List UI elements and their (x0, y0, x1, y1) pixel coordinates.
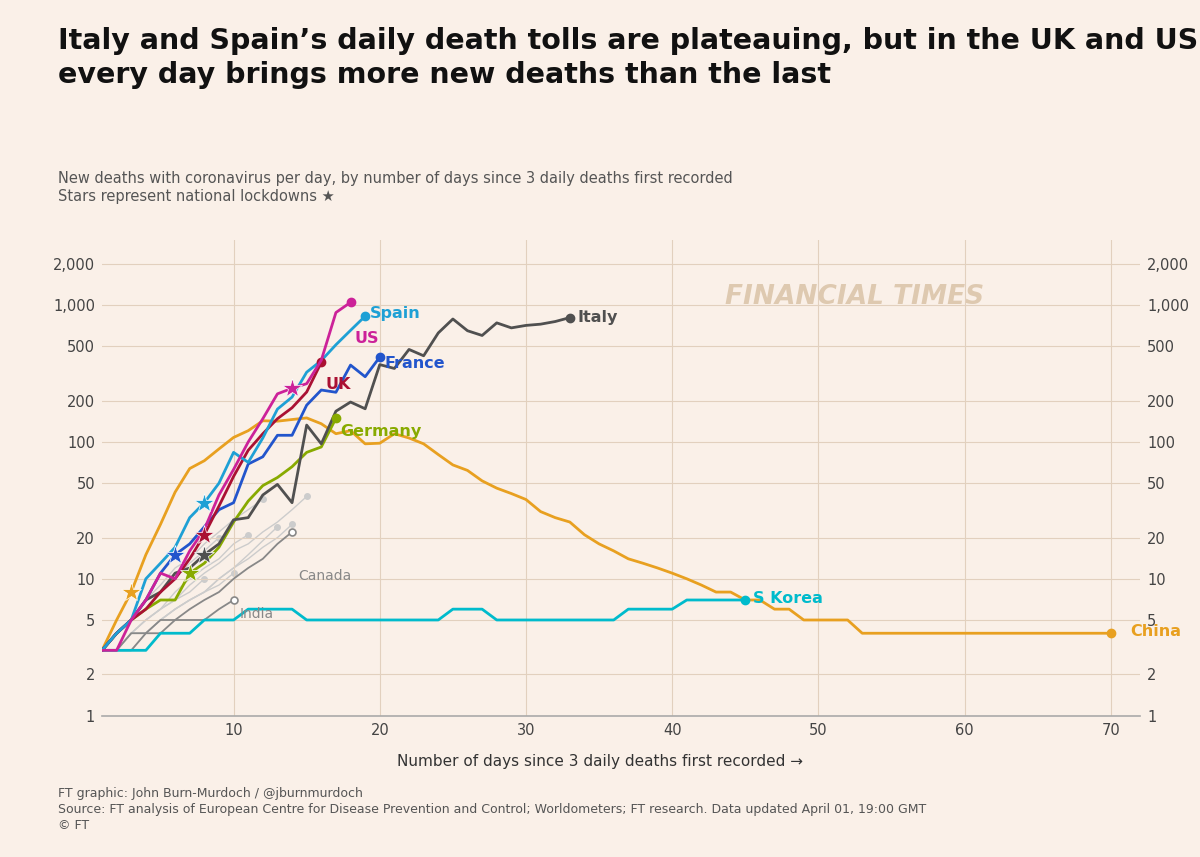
Text: S Korea: S Korea (752, 590, 822, 606)
Text: Spain: Spain (370, 306, 420, 321)
Text: Stars represent national lockdowns ★: Stars represent national lockdowns ★ (58, 189, 335, 205)
Text: Number of days since 3 daily deaths first recorded →: Number of days since 3 daily deaths firs… (397, 753, 803, 769)
Text: China: China (1129, 624, 1181, 639)
Text: FT graphic: John Burn-Murdoch / @jburnmurdoch: FT graphic: John Burn-Murdoch / @jburnmu… (58, 787, 362, 800)
Text: France: France (384, 356, 445, 371)
Text: © FT: © FT (58, 819, 89, 832)
Text: Germany: Germany (341, 423, 421, 439)
Text: Italy and Spain’s daily death tolls are plateauing, but in the UK and US
every d: Italy and Spain’s daily death tolls are … (58, 27, 1198, 89)
Text: New deaths with coronavirus per day, by number of days since 3 daily deaths firs: New deaths with coronavirus per day, by … (58, 171, 732, 187)
Text: FINANCIAL TIMES: FINANCIAL TIMES (725, 284, 984, 310)
Text: India: India (240, 608, 274, 621)
Text: US: US (355, 331, 379, 346)
Text: Canada: Canada (298, 569, 352, 583)
Text: UK: UK (325, 376, 352, 392)
Text: Italy: Italy (577, 309, 618, 325)
Text: Source: FT analysis of European Centre for Disease Prevention and Control; World: Source: FT analysis of European Centre f… (58, 803, 926, 816)
